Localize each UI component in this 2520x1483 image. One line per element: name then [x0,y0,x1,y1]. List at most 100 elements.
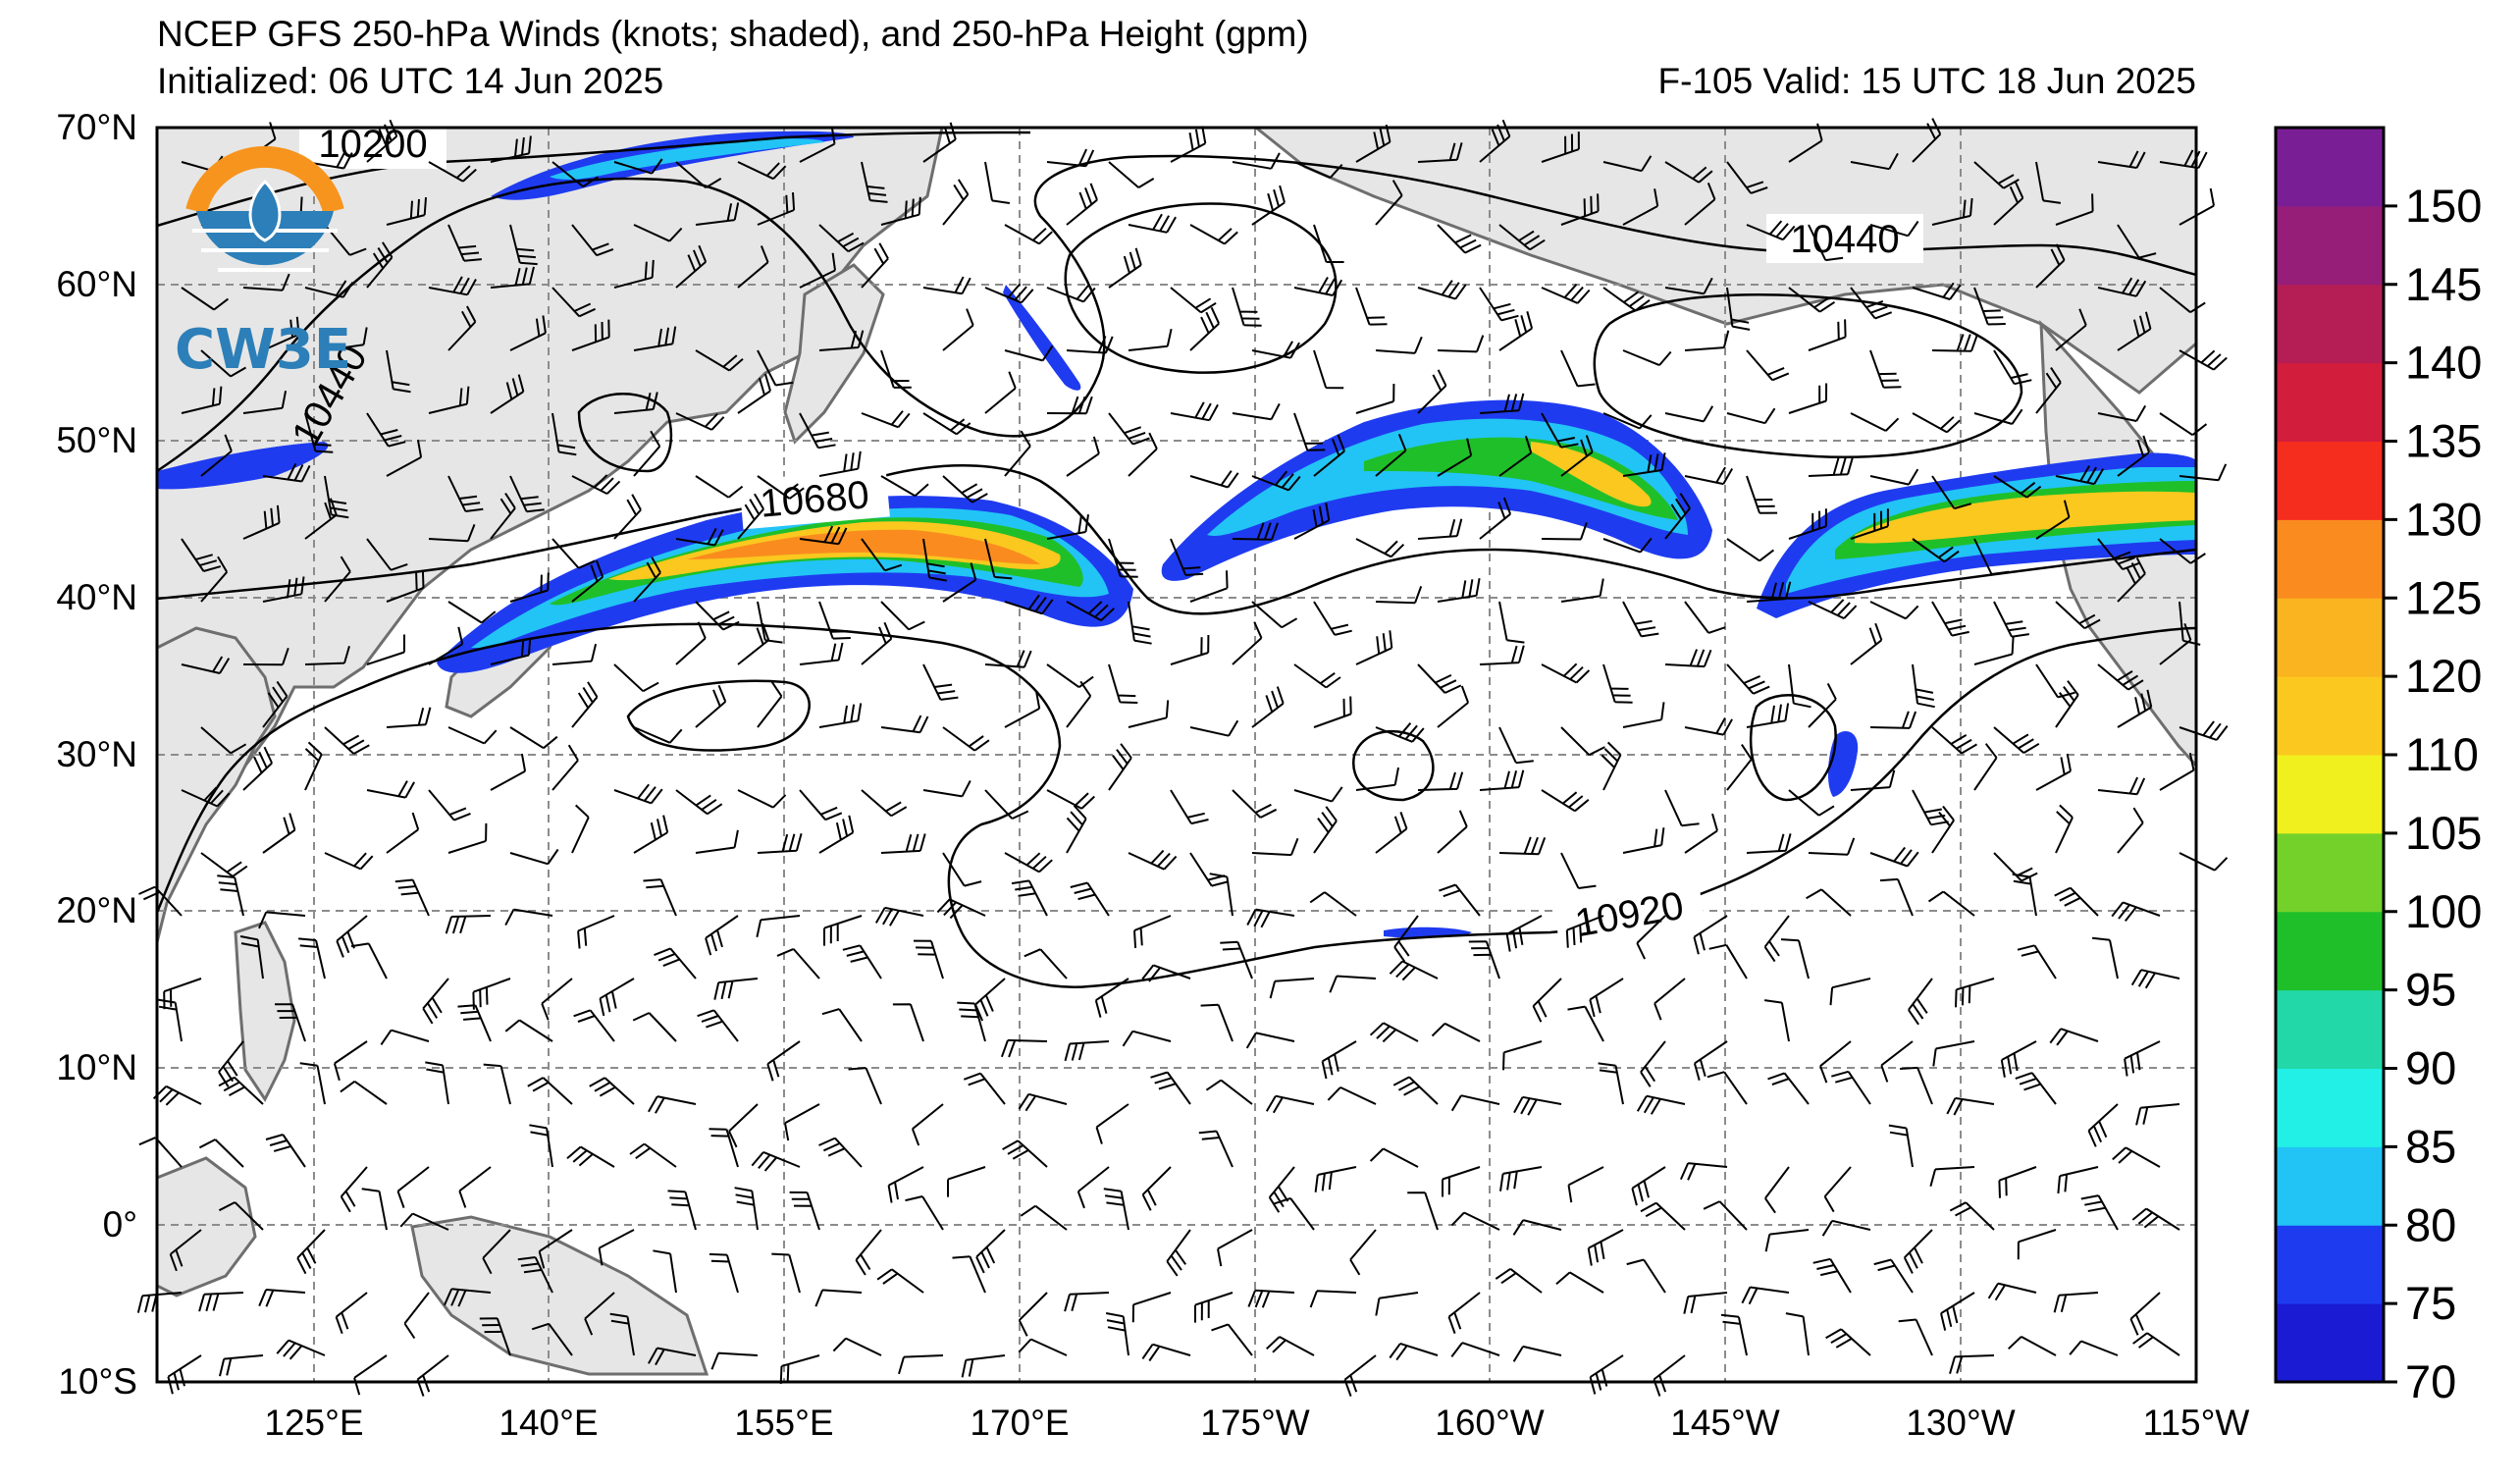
contour-10920-high-c [1749,694,1837,802]
wind-barb [396,1166,430,1208]
wind-barb [458,1166,492,1208]
contour-10680-west-high [577,393,673,473]
wind-barb [428,276,477,296]
wind-barb [1498,224,1546,251]
wind-barb [1622,452,1666,477]
wind-barb [751,1150,801,1172]
wind-barb [219,1354,264,1377]
wind-barb [1640,1040,1666,1087]
wind-barb [737,161,787,181]
land-china-coast [155,626,277,943]
colorbar-tick-label: 95 [2405,964,2456,1016]
wind-barb [1217,1229,1253,1267]
wind-barb [1108,663,1138,704]
wind-barb [1450,1342,1500,1358]
lat-label-60n: 60°N [56,264,137,304]
wind-barb [1664,161,1713,184]
wind-barb [2117,224,2157,259]
wind-barb [447,475,484,512]
colorbar-swatch [2276,1146,2384,1226]
wind-barb [2117,807,2144,854]
wind-barb [1170,789,1209,825]
wind-barb [1450,1094,1500,1112]
wind-barb [1150,1071,1191,1105]
wind-barb [1002,1139,1048,1168]
wind-barb [1189,306,1221,351]
wind-barb [1927,890,1975,917]
wind-barb [1417,142,1463,163]
contour-10440-alaska-low [1593,293,2023,458]
wind-barb [1442,1166,1481,1197]
wind-barb [1018,1338,1068,1356]
wind-barb [571,804,590,854]
wind-barb [799,252,836,289]
wind-barb [675,244,708,289]
wind-barb [1392,1076,1439,1105]
wind-barb [633,430,661,477]
wind-barb [509,848,559,866]
wind-barb [887,1166,924,1203]
wind-barb [1541,522,1588,541]
wind-barb [1251,341,1300,359]
wind-barb [1912,412,1961,434]
wind-barb [428,386,470,414]
wind-barb [1850,287,1893,320]
wind-barb [2117,311,2152,351]
wind-barb [262,680,289,728]
wind-barb [818,703,863,728]
wind-barb [1479,497,1512,540]
wind-barb [198,1139,244,1168]
wind-barb [697,1009,739,1042]
wind-barb [633,556,661,603]
wind-barb [1932,1040,1975,1067]
wind-barb [1407,1192,1439,1231]
wind-barb [705,915,739,956]
colorbar: 70 75 80 85 90 95 100 105 110 120 125 130 135 140 145 1… [2274,126,2482,1407]
wind-barb [1812,1257,1852,1294]
wind-barb [276,1339,326,1360]
wind-barb [551,161,599,187]
wind-barb [335,1292,368,1335]
colorbar-tick-label: 105 [2405,807,2482,859]
wind-barb [1293,161,1343,180]
wind-barb [633,815,669,854]
colorbar-swatch [2276,128,2384,207]
wind-barb [942,475,988,503]
wind-barb [1601,741,1622,791]
wind-barb [1437,438,1473,477]
wind-barb [2159,752,2195,791]
wind-barb [1314,1166,1357,1192]
wind-barb [1706,1071,1748,1105]
wind-barb [961,1354,1006,1378]
wind-barb [1020,1204,1068,1231]
wind-barb [2054,886,2099,917]
wind-barb [1850,412,1900,432]
lon-label-130w: 130°W [1906,1403,2016,1443]
wind-barb [2117,556,2146,603]
wind-barb [1869,220,1919,238]
wind-barb [1128,213,1177,234]
wind-barb [1251,837,1299,857]
colorbar-tick-label: 90 [2405,1042,2456,1094]
wind-barb [675,621,707,665]
wind-barb [1850,769,1896,791]
wind-barb [2035,500,2071,540]
wind-barb [784,1103,820,1141]
wind-barb [1973,538,2010,575]
wind-barb [1946,1096,1995,1116]
wind-barb [447,601,497,624]
jet-central-pacific-110kt [1531,442,1652,507]
wind-barb [1046,285,1096,303]
wind-barb [1993,726,2040,754]
jet-okhotsk-streak-core [550,138,824,180]
wind-barb [324,327,368,351]
wind-barb [584,1292,615,1336]
wind-barb [262,462,311,483]
wind-barb [2124,1040,2161,1077]
wind-barb [136,1292,183,1313]
wind-barb [861,242,889,289]
wind-barb [1066,601,1115,621]
wind-barb [942,179,970,226]
wind-barb [1622,601,1659,638]
wind-barb [1955,978,1995,1008]
